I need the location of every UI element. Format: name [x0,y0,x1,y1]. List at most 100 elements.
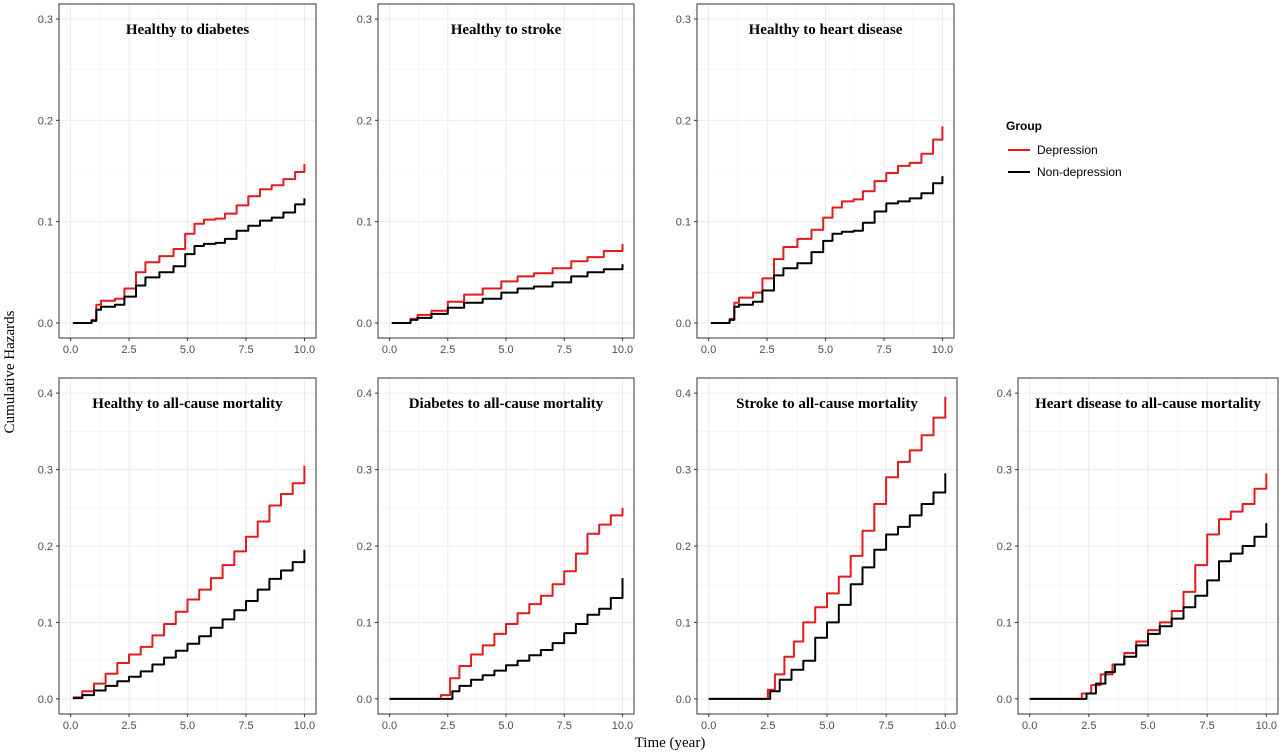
y-tick-label: 0.1 [38,217,53,229]
x-tick-label: 7.5 [876,344,891,356]
series-line-non-depression [391,264,624,324]
x-tick-label: 10.0 [294,344,315,356]
y-tick-label: 0.0 [997,694,1012,706]
x-tick-label: 0.0 [382,344,397,356]
y-tick-label: 0.0 [357,318,372,330]
y-tick-label: 0.1 [676,617,691,629]
x-tick-label: 10.0 [932,344,953,356]
series-line-depression [389,507,624,700]
x-tick-label: 2.5 [759,344,774,356]
y-tick-label: 0.4 [997,388,1012,400]
panel-stroke-to-all-cause-mortality: 0.0 2.5 5.0 7.5 10.0 0.0 0.1 0.2 0.3 0.4 Stroke to… [676,377,958,732]
x-tick-label: 10.0 [294,720,315,732]
y-tick-label: 0.3 [676,14,691,26]
x-tick-label: 7.5 [557,720,572,732]
y-tick-label: 0.2 [997,541,1012,553]
x-tick-label: 0.0 [382,720,397,732]
series-line-non-depression [708,473,947,700]
series-line-depression [391,243,624,324]
series-line-non-depression [1029,523,1268,700]
y-tick-label: 0.1 [357,617,372,629]
y-tick-label: 0.2 [357,541,372,553]
y-tick-label: 0.4 [676,388,691,400]
x-tick-label: 7.5 [879,720,894,732]
y-tick-label: 0.0 [676,694,691,706]
panel-healthy-to-all-cause-mortality: 0.0 2.5 5.0 7.5 10.0 0.0 0.1 0.2 0.3 0.4 Healthy t… [38,377,317,732]
panel-healthy-to-stroke: 0.0 2.5 5.0 7.5 10.0 0.0 0.1 0.2 0.3 Healthy to s… [357,3,635,356]
x-tick-label: 2.5 [121,344,136,356]
x-tick-label: 2.5 [440,344,455,356]
x-tick-label: 2.5 [1081,720,1096,732]
y-tick-label: 0.2 [357,115,372,127]
x-axis-title: Time (year) [635,735,706,751]
x-tick-label: 0.0 [701,720,716,732]
series-line-depression [72,465,306,699]
panel-title: Healthy to stroke [451,22,562,38]
legend-label-non-depression: Non-depression [1037,165,1122,179]
series-line-depression [708,396,947,700]
panel-healthy-to-diabetes: 0.0 2.5 5.0 7.5 10.0 0.0 0.1 0.2 0.3 Healthy to d… [38,3,317,356]
panel-title: Healthy to diabetes [126,22,249,38]
series-line-non-depression [72,198,306,324]
y-tick-label: 0.2 [38,541,53,553]
series-line-non-depression [389,578,624,700]
y-tick-label: 0.2 [676,541,691,553]
x-tick-label: 10.0 [935,720,956,732]
y-axis-title: Cumulative Hazards [2,310,18,433]
series-line-depression [1029,473,1268,700]
x-tick-label: 0.0 [63,720,78,732]
x-tick-label: 5.0 [180,720,195,732]
y-tick-label: 0.2 [676,115,691,127]
legend: Group Depression Non-depression [1006,119,1122,179]
x-tick-label: 7.5 [238,720,253,732]
panel-title: Healthy to heart disease [749,22,903,38]
x-tick-label: 0.0 [701,344,716,356]
series-line-depression [72,163,306,324]
x-tick-label: 10.0 [1256,720,1277,732]
y-tick-label: 0.4 [357,388,372,400]
y-tick-label: 0.1 [357,217,372,229]
x-tick-label: 2.5 [440,720,455,732]
x-tick-label: 10.0 [612,344,633,356]
y-tick-label: 0.0 [357,694,372,706]
x-tick-label: 2.5 [760,720,775,732]
y-tick-label: 0.3 [357,14,372,26]
y-tick-label: 0.1 [38,617,53,629]
x-tick-label: 7.5 [557,344,572,356]
panel-diabetes-to-all-cause-mortality: 0.0 2.5 5.0 7.5 10.0 0.0 0.1 0.2 0.3 0.4 Diabetes … [357,377,635,732]
x-tick-label: 10.0 [612,720,633,732]
y-tick-label: 0.3 [38,14,53,26]
y-tick-label: 0.0 [38,318,53,330]
y-tick-label: 0.1 [676,217,691,229]
y-tick-label: 0.1 [997,617,1012,629]
x-tick-label: 0.0 [63,344,78,356]
panel-healthy-to-heart-disease: 0.0 2.5 5.0 7.5 10.0 0.0 0.1 0.2 0.3 Healthy to h… [676,3,955,356]
panels-group: 0.0 2.5 5.0 7.5 10.0 0.0 0.1 0.2 0.3 Healthy to d… [38,3,1279,732]
legend-title: Group [1006,119,1042,133]
y-tick-label: 0.3 [997,465,1012,477]
x-tick-label: 7.5 [1200,720,1215,732]
y-tick-label: 0.3 [357,465,372,477]
x-tick-label: 5.0 [498,344,513,356]
x-tick-label: 5.0 [819,720,834,732]
x-tick-label: 0.0 [1022,720,1037,732]
x-tick-label: 5.0 [180,344,195,356]
series-line-depression [710,126,944,324]
panel-title: Healthy to all-cause mortality [92,396,283,412]
y-tick-label: 0.2 [38,115,53,127]
series-line-non-depression [710,176,944,324]
panel-title: Heart disease to all-cause mortality [1035,396,1261,412]
panel-title: Stroke to all-cause mortality [736,396,918,412]
y-tick-label: 0.0 [676,318,691,330]
y-tick-label: 0.3 [38,465,53,477]
legend-label-depression: Depression [1037,143,1098,157]
y-tick-label: 0.4 [38,388,53,400]
y-tick-label: 0.3 [676,465,691,477]
x-tick-label: 5.0 [498,720,513,732]
series-line-non-depression [72,549,306,700]
x-tick-label: 5.0 [818,344,833,356]
panel-title: Diabetes to all-cause mortality [409,396,604,412]
x-tick-label: 7.5 [238,344,253,356]
y-tick-label: 0.0 [38,694,53,706]
